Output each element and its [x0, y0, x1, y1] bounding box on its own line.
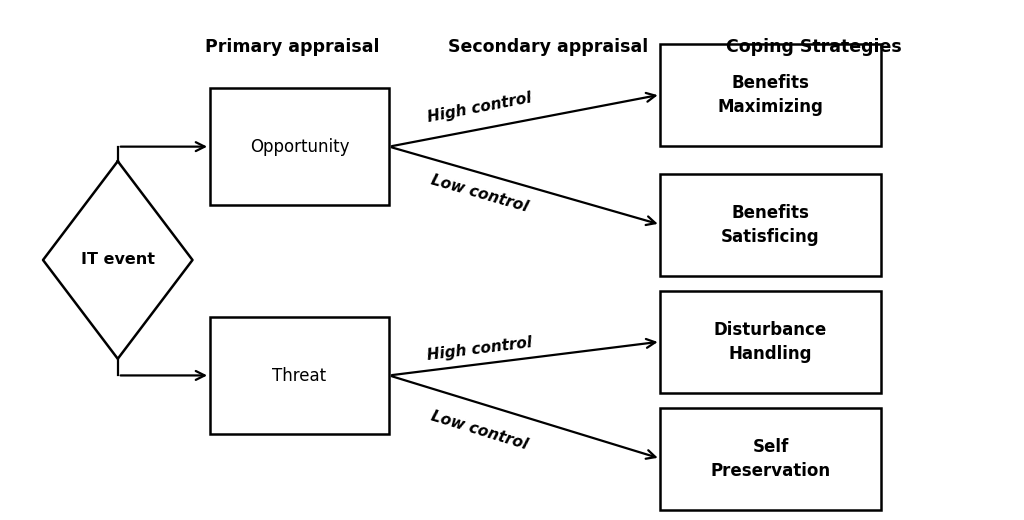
Bar [660, 408, 881, 510]
Bar [210, 88, 389, 205]
Text: High control: High control [426, 335, 532, 363]
Text: Coping Strategies: Coping Strategies [726, 38, 902, 56]
Text: Self
Preservation: Self Preservation [711, 438, 830, 479]
Text: Low control: Low control [429, 172, 529, 215]
Bar [210, 317, 389, 434]
Text: Low control: Low control [429, 408, 529, 452]
Text: IT event: IT event [81, 253, 155, 267]
Text: Disturbance
Handling: Disturbance Handling [714, 321, 827, 363]
Text: Benefits
Maximizing: Benefits Maximizing [718, 74, 823, 115]
Text: Secondary appraisal: Secondary appraisal [447, 38, 648, 56]
Text: Opportunity: Opportunity [250, 138, 349, 156]
Text: Primary appraisal: Primary appraisal [205, 38, 379, 56]
Text: High control: High control [426, 90, 532, 125]
Text: Threat: Threat [272, 367, 327, 385]
Bar [660, 291, 881, 393]
Text: Benefits
Satisficing: Benefits Satisficing [721, 204, 820, 245]
Bar [660, 174, 881, 276]
Bar [660, 44, 881, 146]
